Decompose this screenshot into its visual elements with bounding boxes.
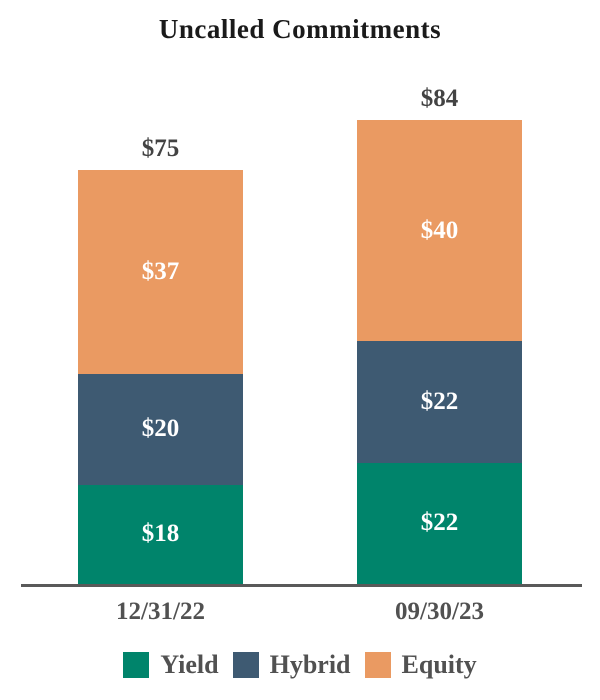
legend-swatch-icon: [232, 652, 259, 678]
bar-segment-equity: $37: [78, 170, 243, 375]
legend-swatch-icon: [364, 652, 391, 678]
bar-total-label: $75: [141, 135, 180, 162]
bar-segment-yield: $18: [78, 484, 243, 584]
legend-swatch-icon: [123, 652, 150, 678]
bar-segment-hybrid: $20: [78, 374, 243, 485]
bar-segment-equity: $40: [357, 120, 522, 342]
segment-value-label: $18: [141, 520, 180, 548]
chart-title: Uncalled Commitments: [158, 14, 442, 44]
bar-segment-yield: $22: [357, 462, 522, 584]
x-axis-line: [21, 584, 582, 587]
segment-value-label: $40: [420, 216, 459, 244]
segment-value-label: $37: [141, 258, 180, 286]
legend-label: Equity: [401, 650, 477, 679]
legend: Yield Hybrid Equity: [0, 650, 600, 680]
legend-item-yield: Yield: [123, 650, 219, 680]
bar-segment-hybrid: $22: [357, 341, 522, 463]
legend-label: Yield: [160, 650, 219, 679]
x-axis-category-label: 12/31/22: [116, 598, 205, 625]
segment-value-label: $22: [420, 509, 459, 537]
segment-value-label: $20: [141, 415, 180, 443]
bar-total-label: $84: [420, 85, 459, 113]
legend-item-equity: Equity: [364, 650, 477, 680]
segment-value-label: $22: [420, 387, 459, 415]
legend-item-hybrid: Hybrid: [232, 650, 351, 680]
x-axis-category-label: 09/30/23: [395, 598, 484, 625]
legend-label: Hybrid: [269, 650, 351, 679]
